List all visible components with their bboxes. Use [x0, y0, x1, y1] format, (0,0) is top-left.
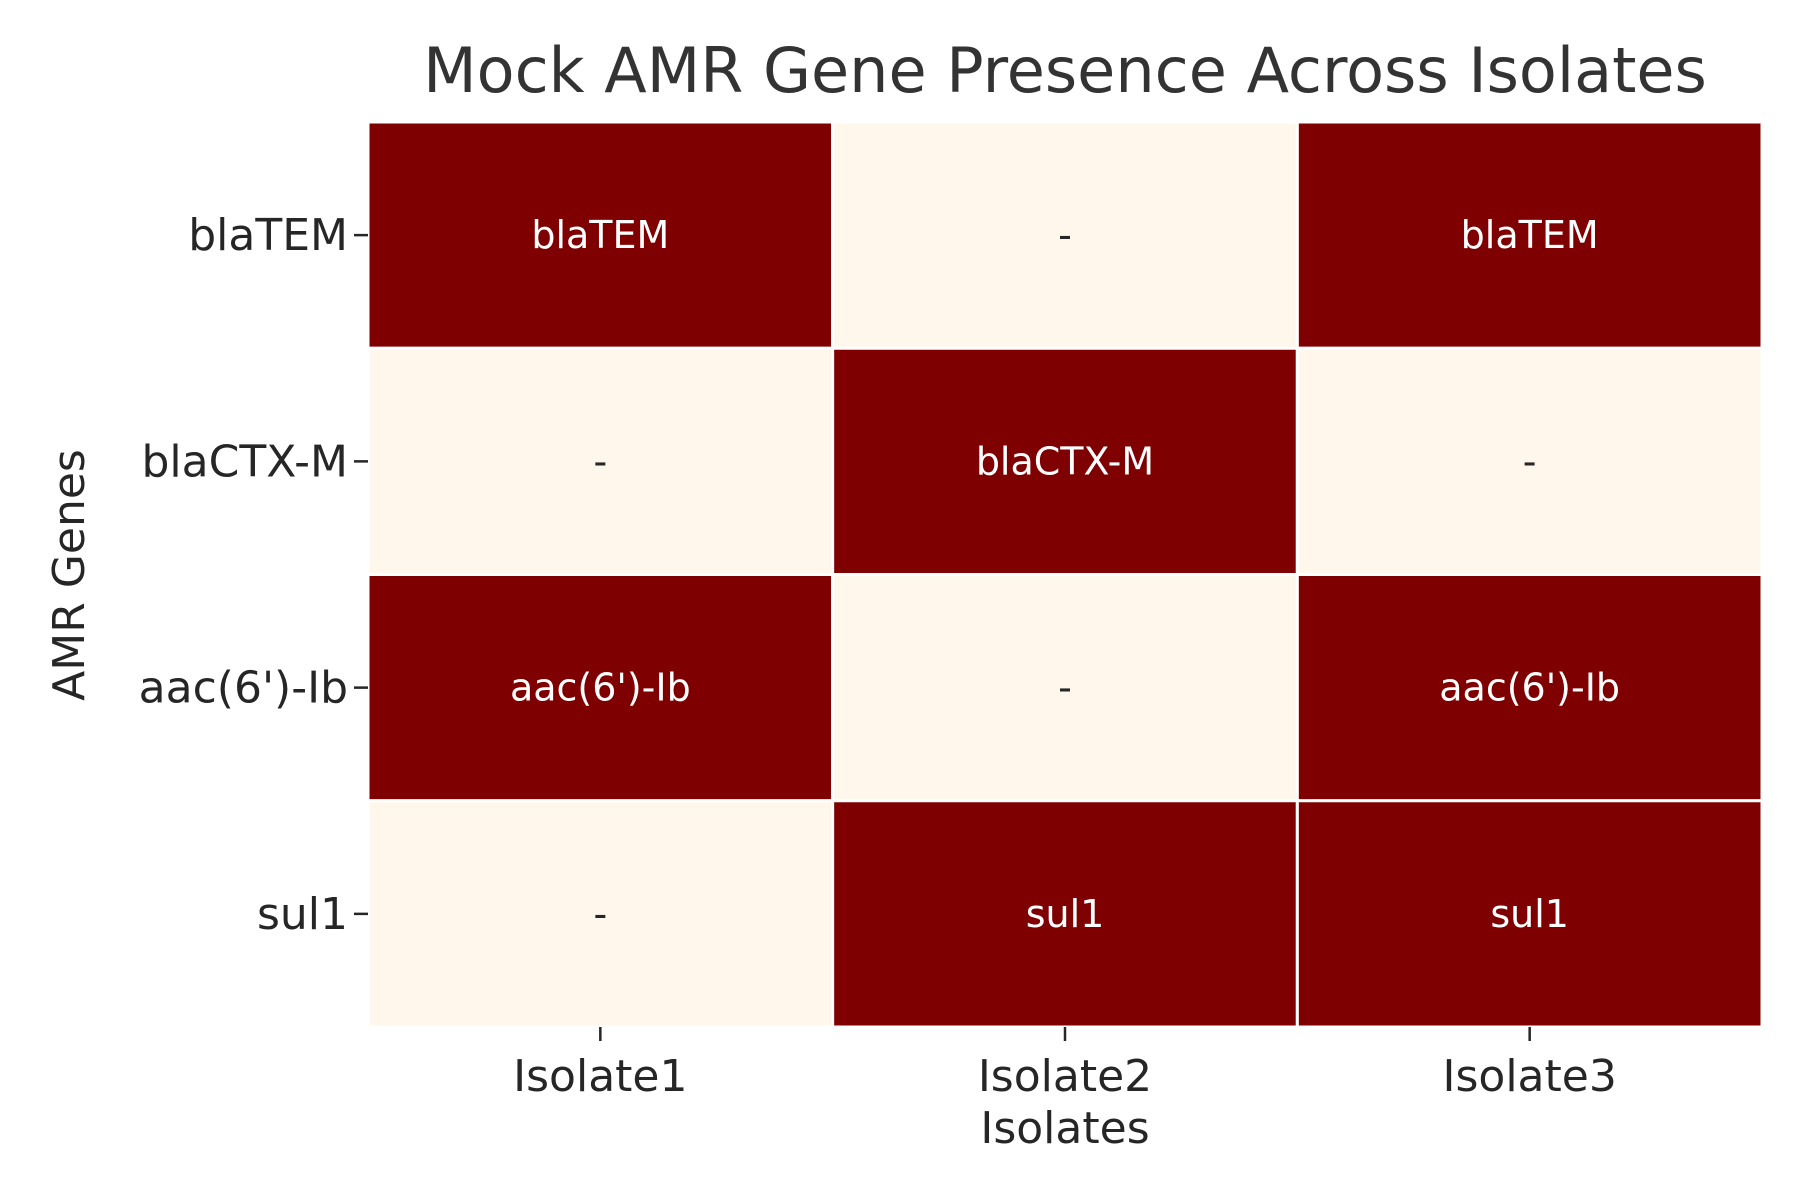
- heatmap-cells: [366, 120, 1764, 1029]
- y-axis: blaTEM blaCTX-M aac(6')-Ib sul1: [139, 210, 368, 940]
- x-axis: Isolate1 Isolate2 Isolate3: [513, 1027, 1617, 1102]
- y-tick-label: sul1: [257, 889, 348, 940]
- heatmap-cell: [366, 120, 835, 350]
- y-tick-label: blaCTX-M: [141, 436, 348, 487]
- cell-annotation: sul1: [1490, 892, 1569, 936]
- cell-annotation: -: [593, 892, 607, 936]
- cell-annotation: aac(6')-Ib: [1439, 666, 1620, 710]
- heatmap-cell: [1295, 799, 1764, 1029]
- y-tick-label: aac(6')-Ib: [139, 663, 348, 714]
- x-tick-label: Isolate3: [1443, 1051, 1617, 1102]
- heatmap-cell: [366, 799, 835, 1029]
- heatmap-cell: [1295, 120, 1764, 350]
- heatmap-cell: [366, 346, 835, 576]
- x-tick-label: Isolate2: [978, 1051, 1152, 1102]
- heatmap-cell: [1295, 573, 1764, 803]
- cell-annotation: -: [1058, 666, 1072, 710]
- x-tick-label: Isolate1: [513, 1051, 687, 1102]
- x-axis-label: Isolates: [980, 1103, 1149, 1154]
- cell-annotation: blaTEM: [531, 213, 669, 257]
- heatmap-cell: [366, 573, 835, 803]
- cell-annotation: -: [1523, 439, 1537, 483]
- cell-annotation: aac(6')-Ib: [510, 666, 691, 710]
- cell-annotation: -: [593, 439, 607, 483]
- chart-title: Mock AMR Gene Presence Across Isolates: [423, 34, 1707, 107]
- cell-annotation: blaCTX-M: [976, 439, 1154, 483]
- cell-annotation: -: [1058, 213, 1072, 257]
- cell-annotation: blaTEM: [1461, 213, 1599, 257]
- y-tick-label: blaTEM: [188, 210, 348, 261]
- heatmap-cell-labels: blaTEM - blaTEM - blaCTX-M - aac(6')-Ib - aac(6'…: [510, 213, 1620, 936]
- cell-annotation: sul1: [1026, 892, 1105, 936]
- y-axis-label: AMR Genes: [44, 449, 95, 701]
- heatmap-cell: [831, 573, 1299, 803]
